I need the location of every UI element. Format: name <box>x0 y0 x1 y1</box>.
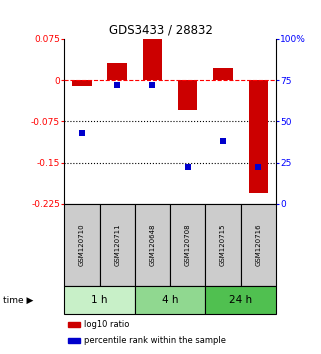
Bar <box>108 63 127 80</box>
Bar <box>64 286 135 314</box>
Bar <box>205 286 276 314</box>
Text: GSM120710: GSM120710 <box>79 224 85 266</box>
Bar <box>170 204 205 286</box>
Bar <box>135 204 170 286</box>
Text: GSM120716: GSM120716 <box>256 224 261 266</box>
Text: GDS3433 / 28832: GDS3433 / 28832 <box>108 24 213 36</box>
Bar <box>143 39 162 80</box>
Bar <box>249 80 268 193</box>
Bar <box>100 204 135 286</box>
Text: GSM120708: GSM120708 <box>185 224 191 266</box>
Point <box>221 138 226 144</box>
Text: GSM120715: GSM120715 <box>220 224 226 266</box>
Point <box>185 165 190 170</box>
Bar <box>178 80 197 110</box>
Bar <box>64 204 100 286</box>
Bar <box>72 80 91 86</box>
Point <box>256 165 261 170</box>
Point <box>79 130 84 136</box>
Text: GSM120648: GSM120648 <box>150 224 155 266</box>
Text: time ▶: time ▶ <box>3 296 34 305</box>
Bar <box>241 204 276 286</box>
Bar <box>135 286 205 314</box>
Bar <box>68 322 80 327</box>
Point <box>150 82 155 88</box>
Text: log10 ratio: log10 ratio <box>84 320 130 329</box>
Point <box>115 82 120 88</box>
Text: 1 h: 1 h <box>91 295 108 305</box>
Text: percentile rank within the sample: percentile rank within the sample <box>84 336 226 345</box>
Bar <box>213 68 233 80</box>
Bar <box>205 204 241 286</box>
Text: 24 h: 24 h <box>229 295 252 305</box>
Text: GSM120711: GSM120711 <box>114 224 120 266</box>
Bar <box>68 338 80 343</box>
Text: 4 h: 4 h <box>162 295 178 305</box>
